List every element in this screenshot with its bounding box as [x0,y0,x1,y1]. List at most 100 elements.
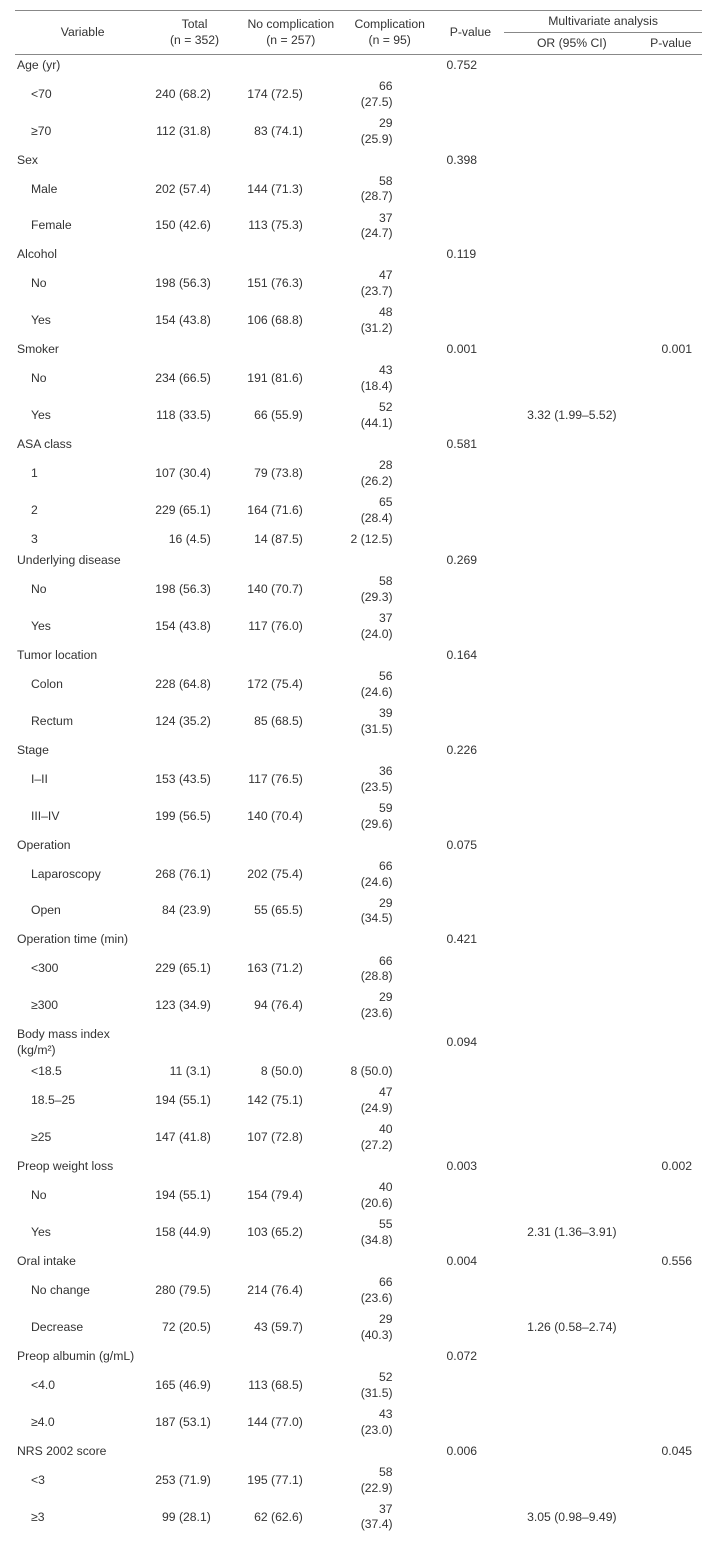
row-nocomp: 142 (75.1) [239,1083,343,1120]
table-row: 1107 (30.4)79 (73.8)28 (26.2) [15,456,702,493]
group-pvalue: 0.075 [437,835,505,856]
row-comp: 52 (31.5) [343,1367,437,1404]
group-label: Preop weight loss [15,1157,150,1178]
row-comp: 29 (25.9) [343,113,437,150]
table-row: No234 (66.5)191 (81.6)43 (18.4) [15,361,702,398]
row-variable: No change [15,1272,150,1309]
group-pvalue: 0.421 [437,930,505,951]
row-variable: 1 [15,456,150,493]
row-variable: Rectum [15,703,150,740]
group-label: NRS 2002 score [15,1441,150,1462]
row-nocomp: 113 (75.3) [239,208,343,245]
table-body: Age (yr)0.752<70240 (68.2)174 (72.5)66 (… [15,55,702,1536]
row-comp: 28 (26.2) [343,456,437,493]
row-nocomp: 79 (73.8) [239,456,343,493]
row-variable: ≥3 [15,1499,150,1536]
group-row: Underlying disease0.269 [15,550,702,571]
row-or: 2.31 (1.36–3.91) [504,1214,639,1251]
row-total: 229 (65.1) [150,951,238,988]
row-nocomp: 140 (70.4) [239,798,343,835]
row-comp: 66 (24.6) [343,856,437,893]
row-comp: 58 (22.9) [343,1462,437,1499]
row-or [504,1462,639,1499]
row-total: 107 (30.4) [150,456,238,493]
row-total: 124 (35.2) [150,703,238,740]
group-label: Alcohol [15,245,150,266]
row-comp: 37 (37.4) [343,1499,437,1536]
table-row: 316 (4.5)14 (87.5)2 (12.5) [15,529,702,550]
group-row: Preop albumin (g/mL)0.072 [15,1346,702,1367]
row-nocomp: 163 (71.2) [239,951,343,988]
row-total: 16 (4.5) [150,529,238,550]
row-or [504,1083,639,1120]
row-or [504,571,639,608]
table-row: Decrease72 (20.5)43 (59.7)29 (40.3)1.26 … [15,1309,702,1346]
row-comp: 43 (23.0) [343,1404,437,1441]
group-row: Alcohol0.119 [15,245,702,266]
row-total: 199 (56.5) [150,798,238,835]
row-variable: Male [15,171,150,208]
row-nocomp: 62 (62.6) [239,1499,343,1536]
group-label: Underlying disease [15,550,150,571]
row-variable: Decrease [15,1309,150,1346]
group-label: Stage [15,740,150,761]
table-row: Rectum124 (35.2)85 (68.5)39 (31.5) [15,703,702,740]
group-pvalue: 0.752 [437,55,505,77]
row-total: 112 (31.8) [150,113,238,150]
row-or [504,1062,639,1083]
group-row: Operation 0.075 [15,835,702,856]
row-variable: <18.5 [15,1062,150,1083]
row-or [504,988,639,1025]
row-total: 268 (76.1) [150,856,238,893]
table-row: ≥25147 (41.8)107 (72.8)40 (27.2) [15,1120,702,1157]
row-or [504,1272,639,1309]
table-row: Yes154 (43.8)106 (68.8)48 (31.2) [15,303,702,340]
row-total: 229 (65.1) [150,492,238,529]
row-nocomp: 113 (68.5) [239,1367,343,1404]
group-label: Body mass index (kg/m²) [15,1025,150,1062]
row-nocomp: 43 (59.7) [239,1309,343,1346]
row-nocomp: 140 (70.7) [239,571,343,608]
header-mv: Multivariate analysis [504,11,702,33]
row-variable: No [15,361,150,398]
table-row: III–IV199 (56.5)140 (70.4)59 (29.6) [15,798,702,835]
group-row: Smoker0.0010.001 [15,340,702,361]
group-row: Body mass index (kg/m²)0.094 [15,1025,702,1062]
table-row: 18.5–25194 (55.1)142 (75.1)47 (24.9) [15,1083,702,1120]
group-mv-pvalue: 0.556 [640,1251,703,1272]
group-pvalue: 0.004 [437,1251,505,1272]
row-total: 280 (79.5) [150,1272,238,1309]
row-comp: 47 (24.9) [343,1083,437,1120]
row-comp: 37 (24.0) [343,608,437,645]
row-nocomp: 164 (71.6) [239,492,343,529]
row-nocomp: 106 (68.8) [239,303,343,340]
row-variable: Yes [15,608,150,645]
group-mv-pvalue [640,435,703,456]
table-row: Open84 (23.9)55 (65.5)29 (34.5) [15,893,702,930]
table-row: Female150 (42.6)113 (75.3)37 (24.7) [15,208,702,245]
row-total: 158 (44.9) [150,1214,238,1251]
row-total: 84 (23.9) [150,893,238,930]
row-nocomp: 8 (50.0) [239,1062,343,1083]
group-mv-pvalue [640,645,703,666]
row-comp: 58 (28.7) [343,171,437,208]
row-variable: ≥4.0 [15,1404,150,1441]
row-total: 253 (71.9) [150,1462,238,1499]
table-row: No198 (56.3)151 (76.3)47 (23.7) [15,266,702,303]
table-row: Yes158 (44.9)103 (65.2)55 (34.8)2.31 (1.… [15,1214,702,1251]
row-total: 99 (28.1) [150,1499,238,1536]
row-or [504,492,639,529]
group-mv-pvalue [640,835,703,856]
group-label: Oral intake [15,1251,150,1272]
group-label: ASA class [15,435,150,456]
row-nocomp: 195 (77.1) [239,1462,343,1499]
row-or [504,1404,639,1441]
row-variable: 3 [15,529,150,550]
row-total: 202 (57.4) [150,171,238,208]
row-or [504,666,639,703]
group-row: Sex0.398 [15,150,702,171]
row-comp: 40 (20.6) [343,1178,437,1215]
table-row: <3253 (71.9)195 (77.1)58 (22.9) [15,1462,702,1499]
group-label: Operation [15,835,150,856]
table-row: Colon228 (64.8)172 (75.4)56 (24.6) [15,666,702,703]
